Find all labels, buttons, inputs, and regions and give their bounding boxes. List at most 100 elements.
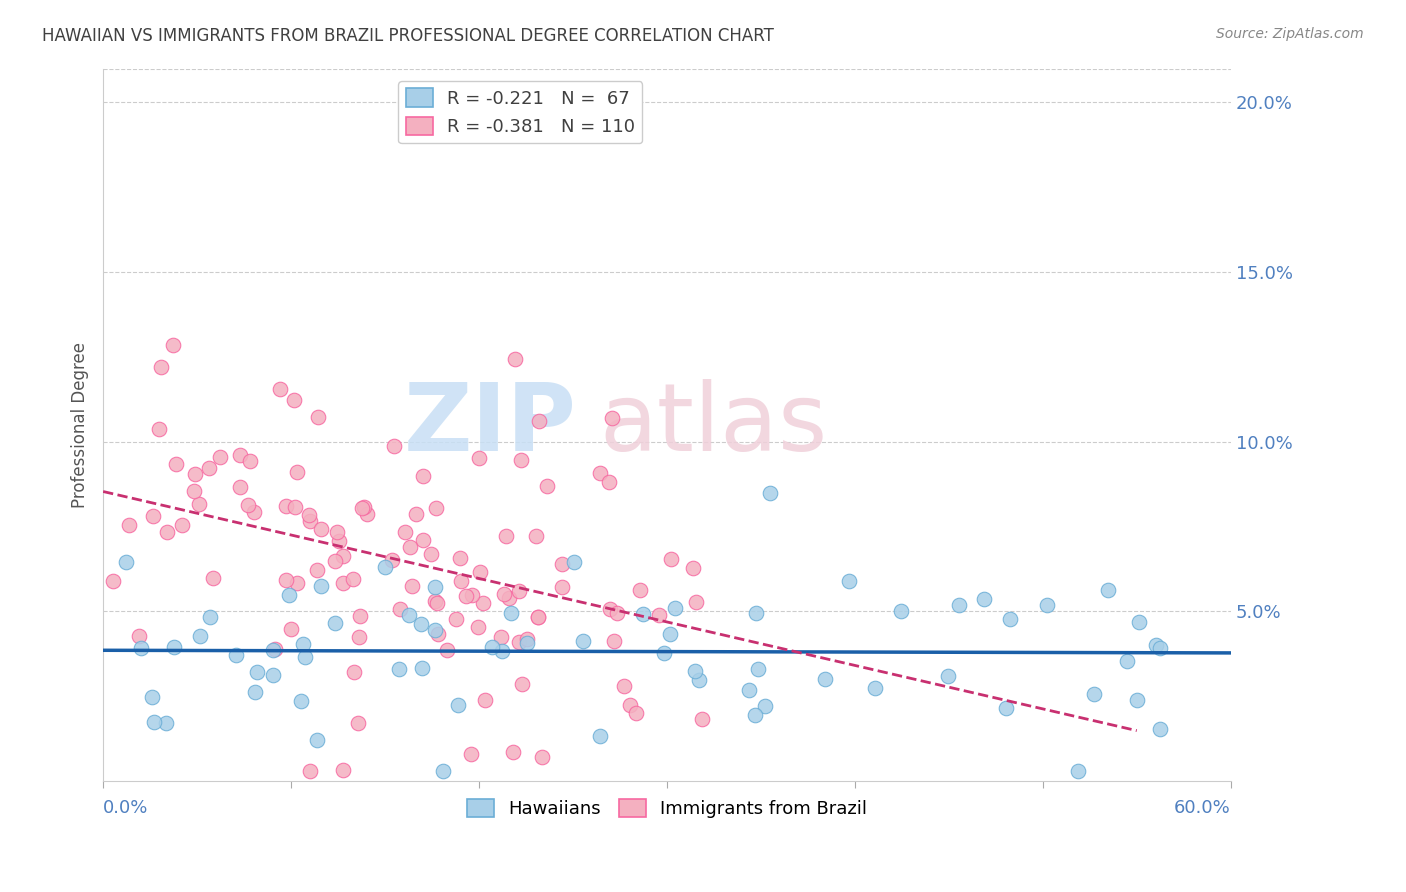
Point <box>285 575 308 590</box>
Point <box>603 633 626 648</box>
Point <box>454 590 477 604</box>
Point <box>738 682 761 697</box>
Point <box>572 633 595 648</box>
Point <box>995 701 1018 715</box>
Point <box>285 465 308 479</box>
Point <box>863 681 886 695</box>
Point <box>444 612 467 626</box>
Point <box>744 607 766 621</box>
Point <box>374 560 396 574</box>
Point <box>425 596 447 610</box>
Point <box>236 498 259 512</box>
Point <box>323 615 346 630</box>
Point <box>606 606 628 620</box>
Point <box>685 595 707 609</box>
Point <box>332 549 354 564</box>
Text: 60.0%: 60.0% <box>1174 799 1230 817</box>
Point <box>262 643 284 657</box>
Point <box>948 598 970 612</box>
Point <box>1083 688 1105 702</box>
Point <box>332 763 354 777</box>
Point <box>229 448 252 462</box>
Point <box>502 745 524 759</box>
Point <box>118 517 141 532</box>
Point <box>381 552 404 566</box>
Point <box>411 661 433 675</box>
Point <box>1097 582 1119 597</box>
Point <box>187 497 209 511</box>
Point <box>690 712 713 726</box>
Point <box>589 730 612 744</box>
Point <box>141 690 163 704</box>
Point <box>328 534 350 549</box>
Text: ZIP: ZIP <box>404 379 576 471</box>
Point <box>1149 722 1171 736</box>
Point <box>243 685 266 699</box>
Point <box>352 501 374 516</box>
Point <box>508 584 530 599</box>
Text: HAWAIIAN VS IMMIGRANTS FROM BRAZIL PROFESSIONAL DEGREE CORRELATION CHART: HAWAIIAN VS IMMIGRANTS FROM BRAZIL PROFE… <box>42 27 775 45</box>
Point <box>149 359 172 374</box>
Point <box>624 706 647 720</box>
Point <box>659 627 682 641</box>
Point <box>423 580 446 594</box>
Point <box>225 648 247 662</box>
Point <box>307 563 329 577</box>
Point <box>688 673 710 687</box>
Point <box>1126 693 1149 707</box>
Point <box>436 642 458 657</box>
Point <box>471 596 494 610</box>
Point <box>242 505 264 519</box>
Point <box>425 500 447 515</box>
Point <box>332 575 354 590</box>
Point <box>398 608 420 623</box>
Point <box>1036 598 1059 612</box>
Point <box>292 637 315 651</box>
Point <box>399 540 422 554</box>
Text: 0.0%: 0.0% <box>103 799 149 817</box>
Point <box>401 579 423 593</box>
Point <box>599 602 621 616</box>
Point <box>425 623 447 637</box>
Point <box>492 587 515 601</box>
Point <box>276 573 298 587</box>
Point <box>1128 615 1150 629</box>
Point <box>973 592 995 607</box>
Point <box>1116 654 1139 668</box>
Y-axis label: Professional Degree: Professional Degree <box>72 342 89 508</box>
Point <box>450 574 472 588</box>
Point <box>283 392 305 407</box>
Point <box>652 647 675 661</box>
Point <box>343 665 366 679</box>
Point <box>290 694 312 708</box>
Point <box>759 485 782 500</box>
Point <box>530 750 553 764</box>
Point <box>278 587 301 601</box>
Point <box>510 452 533 467</box>
Point <box>353 500 375 514</box>
Point <box>412 469 434 483</box>
Point <box>449 551 471 566</box>
Point <box>562 555 585 569</box>
Point <box>280 622 302 636</box>
Point <box>613 680 636 694</box>
Point <box>412 533 434 548</box>
Point <box>264 641 287 656</box>
Point <box>342 572 364 586</box>
Point <box>142 715 165 730</box>
Text: Source: ZipAtlas.com: Source: ZipAtlas.com <box>1216 27 1364 41</box>
Point <box>1149 641 1171 656</box>
Point <box>197 461 219 475</box>
Point <box>1067 764 1090 778</box>
Point <box>349 608 371 623</box>
Point <box>170 518 193 533</box>
Point <box>309 522 332 536</box>
Point <box>298 515 321 529</box>
Point <box>648 607 671 622</box>
Point <box>405 507 427 521</box>
Point <box>298 764 321 778</box>
Point <box>838 574 860 588</box>
Point <box>101 574 124 589</box>
Point <box>188 629 211 643</box>
Point <box>659 551 682 566</box>
